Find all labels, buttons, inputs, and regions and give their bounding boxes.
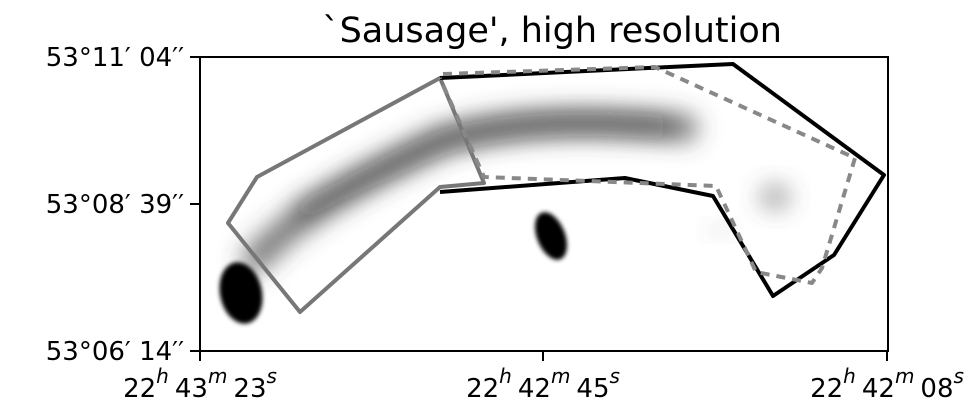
dashed-region — [438, 65, 857, 285]
x-tick-label: 22h 42m 08s — [810, 364, 964, 404]
y-axis: 53°11′ 04′′ 53°08′ 39′′ 53°06′ 14′′ — [46, 43, 200, 367]
faint-emission-streak — [708, 223, 732, 237]
y-tick-label: 53°06′ 14′′ — [46, 337, 184, 367]
sausage-emission-core — [294, 118, 671, 218]
x-tick-label: 22h 42m 45s — [466, 364, 620, 404]
x-tick-label: 22h 43m 23s — [123, 364, 277, 404]
bright-source-middle — [534, 212, 568, 260]
gray-solid-region — [226, 76, 486, 314]
bright-source-left — [219, 262, 263, 324]
y-tick-label: 53°08′ 39′′ — [46, 190, 184, 220]
emission-image — [219, 109, 793, 324]
figure-title: `Sausage', high resolution — [322, 11, 782, 51]
y-tick-label: 53°11′ 04′′ — [46, 43, 184, 73]
black-solid-region — [439, 62, 886, 298]
x-axis: 22h 43m 23s 22h 42m 45s 22h 42m 08s — [123, 351, 964, 404]
faint-emission-blob — [757, 181, 793, 213]
